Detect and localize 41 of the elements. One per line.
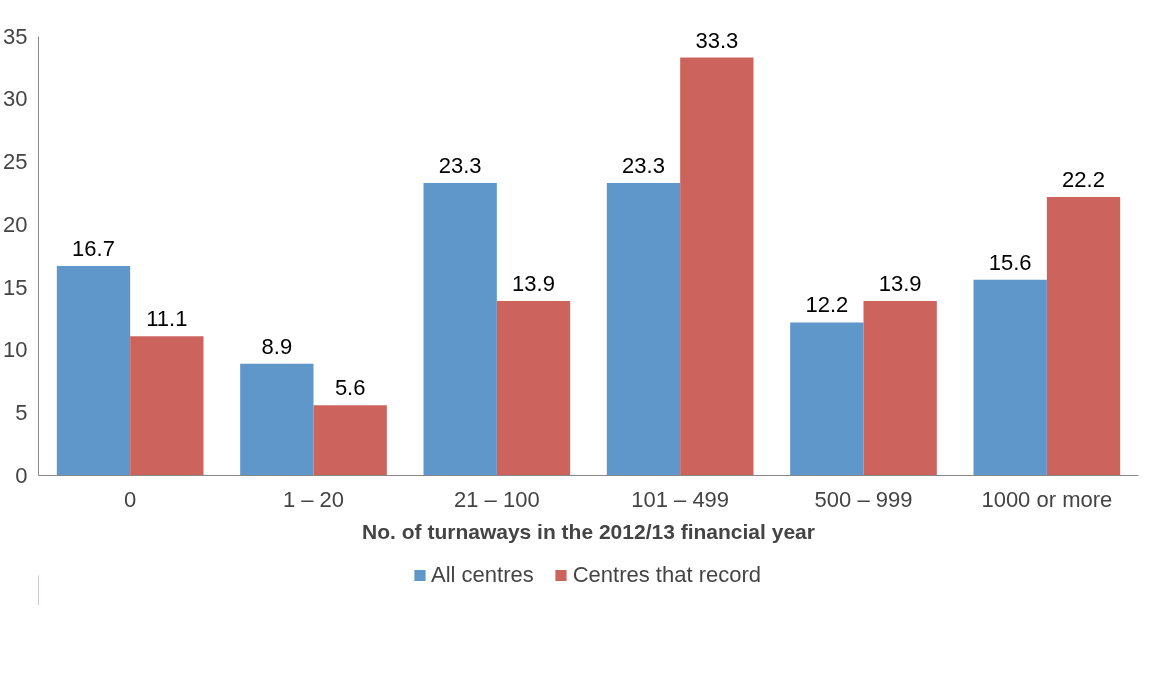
data-label: 23.3	[438, 153, 482, 179]
y-tick-label: 20	[3, 212, 28, 237]
bar	[790, 322, 864, 476]
data-label: 22.2	[1062, 166, 1105, 192]
x-tick-label: 1 – 20	[282, 486, 345, 512]
data-label: 13.9	[878, 271, 922, 297]
y-tick-label: 5	[15, 400, 28, 426]
data-label: 15.6	[988, 249, 1032, 275]
x-tick-label: 500 – 999	[814, 486, 913, 512]
bar	[130, 336, 204, 476]
bar	[863, 301, 937, 476]
bar	[240, 363, 314, 476]
data-label: 33.3	[695, 27, 739, 53]
data-label: 23.3	[622, 153, 665, 179]
y-tick-label: 15	[3, 274, 28, 300]
x-tick-label: 0	[124, 486, 137, 512]
bar	[496, 301, 571, 476]
y-tick-label: 30	[3, 86, 28, 112]
bar	[606, 183, 681, 476]
bar	[56, 265, 131, 476]
x-tick-label: 101 – 499	[631, 486, 730, 512]
data-label: 5.6	[334, 375, 366, 401]
bar	[1046, 196, 1121, 476]
y-tick-label: 25	[3, 149, 28, 175]
bar	[973, 279, 1047, 476]
x-axis-title: No. of turnaways in the 2012/13 financial year	[362, 519, 815, 543]
x-tick-label: 21 – 100	[454, 486, 540, 512]
bar	[313, 405, 387, 476]
data-label: 12.2	[805, 292, 849, 318]
data-label: 13.9	[512, 271, 555, 297]
legend-label: All centres	[430, 562, 534, 588]
bar	[680, 57, 754, 476]
bar	[423, 183, 497, 476]
data-label: 11.1	[146, 306, 188, 332]
y-tick-label: 35	[3, 23, 28, 49]
y-tick-label: 10	[3, 337, 28, 363]
y-tick-label: 0	[15, 463, 28, 488]
x-tick-label: 1000 or more	[981, 486, 1113, 512]
data-label: 8.9	[261, 333, 293, 359]
legend-label: Centres that record	[572, 562, 762, 588]
data-label: 16.7	[72, 235, 115, 261]
